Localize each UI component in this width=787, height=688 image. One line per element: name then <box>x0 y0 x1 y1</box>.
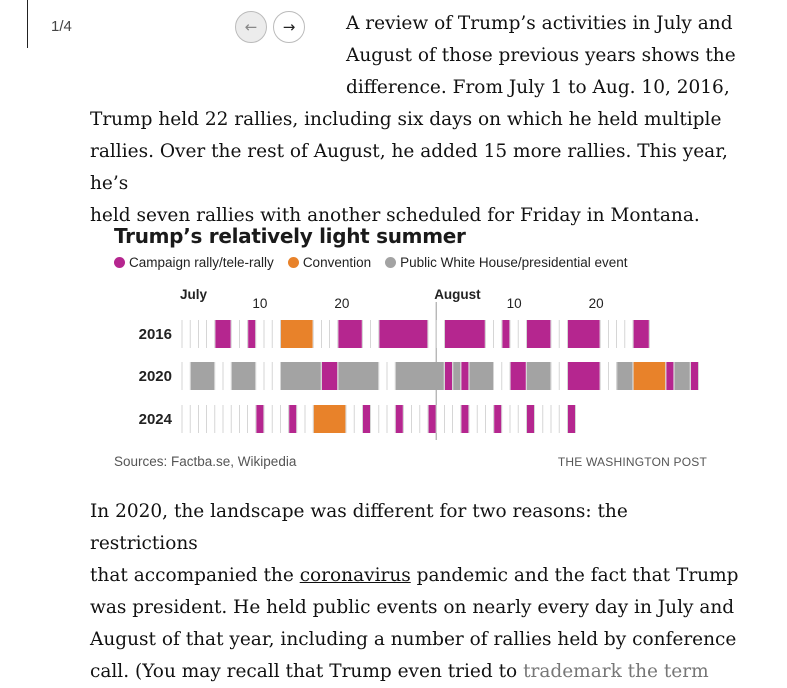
month-label: August <box>434 287 481 302</box>
day-tick-label: 20 <box>589 296 604 311</box>
event-block <box>445 362 452 390</box>
event-block <box>322 362 338 390</box>
text-line: August of those previous years shows the <box>346 45 736 66</box>
event-block <box>617 362 633 390</box>
event-block <box>568 320 600 348</box>
event-block <box>395 362 444 390</box>
text-line: August of that year, including a number … <box>90 629 737 650</box>
pager-count: 1/4 <box>51 18 72 35</box>
text-line: Trump held 22 rallies, including six day… <box>90 109 722 130</box>
event-block <box>190 362 215 390</box>
text-line: held seven rallies with another schedule… <box>90 205 700 226</box>
event-block <box>395 405 403 433</box>
next-button[interactable]: → <box>273 11 305 43</box>
event-block <box>231 362 256 390</box>
paragraph-1-top: A review of Trump’s activities in July a… <box>346 8 766 104</box>
event-block <box>674 362 690 390</box>
year-label: 2016 <box>139 326 172 343</box>
event-block <box>215 320 231 348</box>
text-line: difference. From July 1 to Aug. 10, 2016… <box>346 77 730 98</box>
event-block <box>494 405 502 433</box>
event-block <box>691 362 698 390</box>
legend-swatch <box>114 257 125 268</box>
chart-credit: THE WASHINGTON POST <box>557 455 707 469</box>
text-line: pandemic and the fact that Trump <box>410 565 739 586</box>
legend-label: Public White House/presidential event <box>400 255 628 270</box>
event-block <box>633 320 649 348</box>
legend-swatch <box>385 257 397 268</box>
event-block <box>281 320 313 348</box>
event-block <box>461 405 469 433</box>
legend-label: Convention <box>302 255 372 270</box>
event-block <box>256 405 264 433</box>
event-block <box>338 320 362 348</box>
event-block <box>313 405 346 433</box>
gutter-divider <box>27 0 28 48</box>
event-block <box>469 362 493 390</box>
activity-chart: July August 10 20 10 20 2016 2020 2024 <box>139 287 699 440</box>
text-line: was president. He held public events on … <box>90 597 735 618</box>
year-label: 2024 <box>139 411 173 428</box>
trademark-link[interactable]: trademark the term <box>523 661 709 682</box>
event-block <box>666 362 674 390</box>
event-block <box>289 405 297 433</box>
legend-label: Campaign rally/tele-rally <box>129 255 274 270</box>
event-block <box>568 362 600 390</box>
text-line: that accompanied the <box>90 565 300 586</box>
event-block <box>445 320 485 348</box>
coronavirus-link[interactable]: coronavirus <box>299 565 411 586</box>
event-block <box>502 320 510 348</box>
event-block <box>248 320 256 348</box>
chart-title: Trump’s relatively light summer <box>114 224 466 248</box>
arrow-left-icon: ← <box>244 18 258 36</box>
event-block <box>510 362 526 390</box>
event-block <box>453 362 461 390</box>
event-block <box>633 362 666 390</box>
legend-item-white-house: Public White House/presidential event <box>385 255 628 270</box>
event-block <box>527 362 551 390</box>
event-block <box>461 362 469 390</box>
event-block <box>379 320 428 348</box>
year-label: 2020 <box>139 368 172 385</box>
event-block <box>338 362 379 390</box>
legend-item-convention: Convention <box>287 255 372 270</box>
chart-source: Sources: Factba.se, Wikipedia <box>114 454 297 469</box>
arrow-right-icon: → <box>282 18 296 36</box>
legend-swatch <box>287 257 299 268</box>
text-line: A review of Trump’s activities in July a… <box>346 13 733 34</box>
month-label: July <box>180 287 208 302</box>
paragraph-2: In 2020, the landscape was different for… <box>90 496 740 688</box>
chart-legend: Campaign rally/tele-rally Convention Pub… <box>114 255 628 270</box>
text-line: call. (You may recall that Trump even tr… <box>90 661 524 682</box>
previous-button[interactable]: ← <box>235 11 267 43</box>
event-block <box>568 405 575 433</box>
paragraph-1-bottom: Trump held 22 rallies, including six day… <box>90 104 740 232</box>
event-block <box>428 405 436 433</box>
event-block <box>527 405 534 433</box>
legend-item-rally: Campaign rally/tele-rally <box>114 255 274 270</box>
day-tick-label: 10 <box>252 296 267 311</box>
text-line: In 2020, the landscape was different for… <box>90 501 628 554</box>
day-tick-label: 20 <box>334 296 349 311</box>
text-line: rallies. Over the rest of August, he add… <box>90 141 728 194</box>
event-block <box>281 362 321 390</box>
event-block <box>363 405 370 433</box>
event-block <box>527 320 551 348</box>
day-tick-label: 10 <box>507 296 522 311</box>
